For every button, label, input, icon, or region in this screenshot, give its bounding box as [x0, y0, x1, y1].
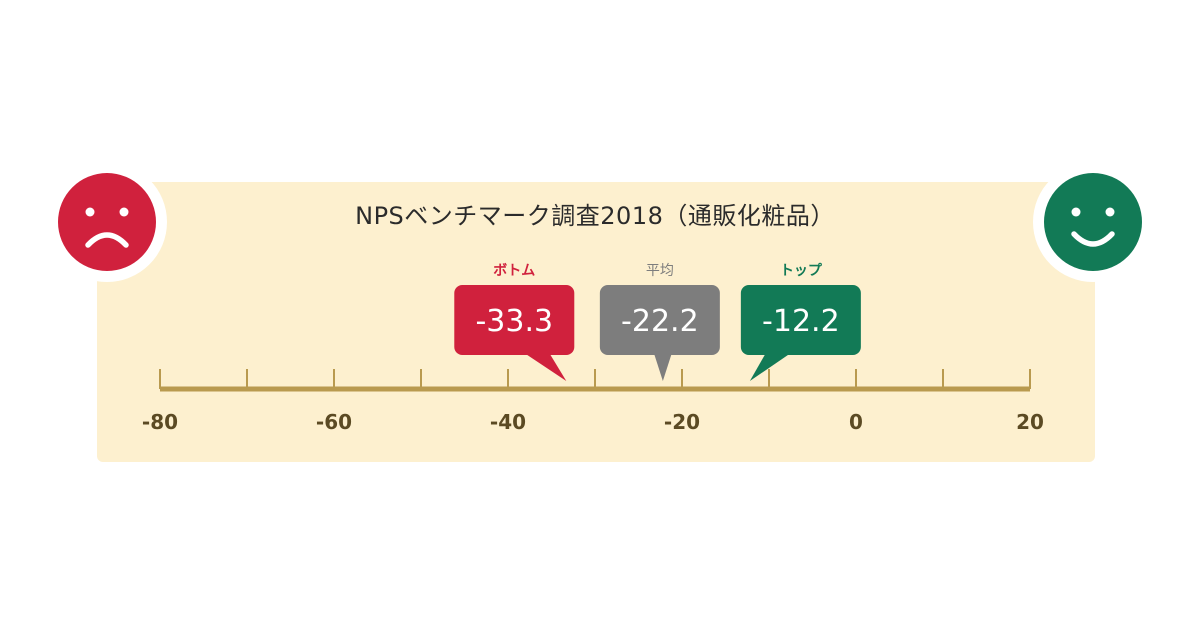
- x-tick-label: -40: [490, 410, 526, 434]
- callout-label: ボトム: [493, 263, 535, 279]
- callout-label: 平均: [646, 263, 674, 279]
- callout-pointer: [653, 353, 672, 381]
- callout-value: -12.2: [762, 304, 840, 339]
- x-tick-label: 20: [1016, 410, 1044, 434]
- callout-pointer: [524, 353, 567, 381]
- x-tick-label: -20: [664, 410, 700, 434]
- callout-value: -22.2: [621, 304, 699, 339]
- callout-bubble: [740, 285, 861, 355]
- callout-value: -33.3: [475, 304, 553, 339]
- callout-bubble: [599, 285, 720, 355]
- x-tick-label: 0: [849, 410, 863, 434]
- sad-face-badge: [47, 162, 167, 282]
- chart-panel: [97, 182, 1095, 462]
- callout-label: トップ: [780, 263, 823, 279]
- chart-title: NPSベンチマーク調査2018（通販化粧品）: [355, 202, 835, 230]
- sad-face-icon: [58, 173, 156, 271]
- x-tick-label: -80: [142, 410, 178, 434]
- x-tick-label: -60: [316, 410, 352, 434]
- callout-bubble: [454, 285, 575, 355]
- happy-face-icon: [1044, 173, 1142, 271]
- happy-face-badge: [1033, 162, 1153, 282]
- callout-pointer: [749, 353, 791, 381]
